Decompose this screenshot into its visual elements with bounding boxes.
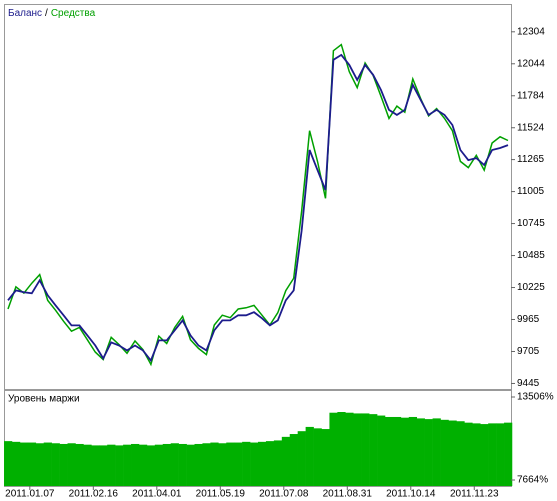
x-tick-label: 2011.08.31 — [323, 489, 373, 500]
margin-bar — [400, 417, 410, 486]
margin-bar — [75, 443, 84, 486]
margin-bar — [337, 412, 346, 486]
margin-bar — [83, 444, 92, 486]
margin-bar — [258, 441, 267, 486]
margin-bar — [472, 423, 481, 486]
margin-bar — [297, 431, 306, 486]
margin-bar — [329, 412, 338, 486]
y-tick-label: 10485 — [517, 250, 545, 261]
y-tick-label: 9445 — [517, 378, 540, 389]
y-tick-label: 12304 — [517, 26, 545, 37]
x-tick-label: 2011.10.14 — [386, 489, 436, 500]
margin-bar — [369, 414, 378, 486]
margin-bar — [289, 434, 298, 486]
margin-bar — [432, 418, 441, 486]
margin-bar — [392, 416, 402, 486]
margin-bar — [313, 428, 322, 486]
y-tick-label: 11524 — [517, 122, 545, 133]
legend-separator: / — [45, 8, 48, 19]
margin-bar — [480, 424, 489, 486]
x-tick-label: 2011.04.01 — [132, 489, 182, 500]
margin-bar — [210, 442, 219, 486]
margin-bar — [27, 442, 37, 486]
margin-bar — [424, 419, 433, 486]
margin-bar — [377, 415, 386, 486]
margin-bar — [99, 445, 108, 486]
margin-bar — [456, 421, 465, 486]
margin-bar — [11, 441, 21, 486]
margin-bar — [408, 416, 418, 486]
y-tick-label: 9965 — [517, 314, 540, 325]
margin-bar — [19, 442, 29, 486]
margin-bar — [43, 442, 52, 486]
y-tick-label: 10225 — [517, 282, 545, 293]
y-tick-label: 11265 — [517, 154, 545, 165]
margin-bar — [496, 423, 505, 486]
margin-title: Уровень маржи — [8, 394, 80, 405]
y-tick-label: 11005 — [517, 186, 545, 197]
margin-bar — [226, 442, 235, 486]
x-tick-label: 2011.07.08 — [259, 489, 309, 500]
y-tick-label: 7664% — [517, 475, 548, 486]
margin-bar — [194, 443, 203, 486]
y-tick-label: 11784 — [517, 90, 545, 101]
series-line — [7, 53, 509, 363]
margin-bar — [353, 413, 362, 486]
margin-bar — [464, 422, 473, 486]
x-tick-label: 2011.02.16 — [69, 489, 119, 500]
margin-bar — [448, 420, 457, 486]
margin-bar — [265, 441, 275, 486]
margin-bar — [170, 443, 179, 486]
margin-bar — [59, 443, 68, 486]
margin-bar — [384, 416, 394, 486]
x-tick-label: 2011.01.07 — [5, 489, 55, 500]
margin-bar — [4, 441, 13, 486]
margin-bar — [162, 443, 171, 486]
margin-bar — [202, 443, 211, 486]
margin-bar — [115, 445, 124, 486]
margin-bar — [242, 441, 251, 486]
margin-bar — [250, 442, 259, 486]
margin-bar — [186, 444, 195, 486]
margin-bar — [345, 412, 354, 486]
margin-bar — [305, 426, 314, 486]
margin-bar — [138, 444, 148, 486]
margin-bar — [321, 429, 330, 486]
margin-bar — [91, 445, 100, 486]
margin-bar — [273, 440, 283, 486]
margin-bar — [416, 418, 425, 486]
margin-bar — [361, 413, 370, 486]
margin-bar — [234, 442, 243, 486]
margin-bar — [146, 445, 156, 486]
margin-bar — [35, 443, 45, 486]
margin-bar — [281, 436, 291, 486]
y-tick-label: 10745 — [517, 218, 545, 229]
legend-balance: Баланс — [8, 8, 42, 19]
y-tick-label: 12044 — [517, 58, 545, 69]
margin-bar — [504, 422, 513, 486]
legend-equity: Средства — [51, 8, 96, 19]
margin-bar — [488, 423, 497, 486]
x-tick-label: 2011.05.19 — [196, 489, 246, 500]
y-tick-label: 13506% — [517, 392, 554, 403]
margin-bar — [218, 443, 227, 486]
margin-bar — [67, 443, 76, 486]
main-frame — [4, 4, 512, 390]
legend: Баланс / Средства — [8, 8, 96, 19]
margin-bar — [51, 443, 60, 486]
margin-bar — [107, 444, 116, 486]
margin-bar — [440, 419, 449, 486]
margin-bar — [123, 444, 132, 486]
margin-bar — [178, 443, 187, 486]
y-tick-label: 9705 — [517, 346, 540, 357]
x-tick-label: 2011.11.23 — [450, 489, 499, 500]
margin-bar — [154, 444, 164, 486]
margin-bar — [131, 443, 140, 486]
